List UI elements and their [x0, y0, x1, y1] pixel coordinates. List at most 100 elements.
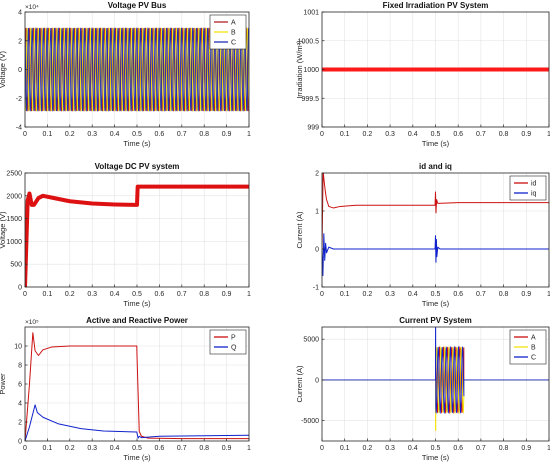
- series-line-Q: [25, 404, 249, 441]
- tick-marks: [24, 172, 250, 288]
- x-axis-label: Time (s): [422, 453, 450, 462]
- y-tick-label: 4: [18, 10, 22, 17]
- y-tick-label: 10: [14, 344, 22, 351]
- y-tick-label: 1000: [303, 67, 319, 74]
- x-axis-label: Time (s): [422, 299, 450, 308]
- x-tick-label: 0.8: [199, 445, 209, 452]
- x-tick-label: 0.8: [199, 131, 209, 138]
- legend-label-A: A: [231, 20, 236, 27]
- chart-active-reactive-power: 0 0.1 0.2 0.3 0.4 0.5 0.6 0.7 0.8 0.9 10246810Acti…: [0, 316, 251, 462]
- x-tick-label: 0.2: [363, 445, 373, 452]
- y-axis-label: Voltage (V): [0, 211, 7, 249]
- series-line: [25, 184, 249, 287]
- series-line-iq: [322, 233, 549, 277]
- x-tick-label: 0: [320, 445, 324, 452]
- y-axis-label: Current (A): [295, 211, 304, 249]
- chart-title: Active and Reactive Power: [86, 316, 188, 325]
- x-tick-label: 0.8: [499, 445, 509, 452]
- x-tick-label: 0.2: [363, 291, 373, 298]
- y-tick-label: 2: [18, 420, 22, 427]
- x-tick-label: 0.6: [155, 131, 165, 138]
- x-tick-label: 0.2: [65, 291, 75, 298]
- series-line-id: [322, 173, 549, 250]
- y-tick-label: 4: [18, 401, 22, 408]
- y-tick-label: -1: [313, 285, 319, 292]
- x-tick-label: 1: [247, 131, 251, 138]
- y-tick-label: 1000.5: [298, 38, 320, 45]
- tick-marks: [24, 345, 250, 442]
- x-tick-label: 1: [547, 131, 550, 138]
- y-tick-label: 2500: [6, 171, 22, 178]
- x-tick-label: 0.9: [521, 131, 531, 138]
- y-tick-label: 6: [18, 382, 22, 389]
- x-tick-label: 1: [247, 291, 251, 298]
- y-tick-label: 2: [18, 38, 22, 45]
- x-tick-label: 0.5: [431, 445, 441, 452]
- y-tick-label: 1500: [6, 216, 22, 223]
- x-tick-label: 0.7: [476, 445, 486, 452]
- y-tick-label: 8: [18, 363, 22, 370]
- y-tick-label: 2000: [6, 193, 22, 200]
- axis-exponent-label: ×10⁵: [25, 319, 39, 326]
- x-tick-label: 1: [547, 291, 550, 298]
- chart-fixed-irradiation: 0 0.1 0.2 0.3 0.4 0.5 0.6 0.7 0.8 0.9 1 999 999.5 100…: [295, 1, 550, 148]
- legend-label-iq: iq: [531, 191, 537, 198]
- legend: id iq: [509, 175, 547, 201]
- legend: PQ: [209, 329, 247, 355]
- legend-label-Q: Q: [231, 345, 237, 352]
- x-tick-label: 0.7: [476, 291, 486, 298]
- x-tick-label: 0.1: [43, 131, 53, 138]
- x-axis-label: Time (s): [123, 139, 151, 148]
- y-tick-label: 5000: [303, 337, 319, 344]
- x-tick-label: 0.5: [132, 445, 142, 452]
- x-tick-label: 0.1: [340, 445, 350, 452]
- chart-voltage-pv-bus: 0 0.1 0.2 0.3 0.4 0.5 0.6 0.7 0.8 0.9 1 -4 -2 0 2 4 Volt…: [0, 1, 251, 148]
- y-tick-label: 1: [315, 209, 319, 216]
- x-tick-label: 0.8: [199, 291, 209, 298]
- x-tick-label: 0.2: [363, 131, 373, 138]
- x-tick-label: 0.7: [177, 291, 187, 298]
- x-tick-label: 0.5: [431, 131, 441, 138]
- x-tick-label: 0.9: [222, 291, 232, 298]
- y-tick-label: -4: [16, 125, 22, 132]
- x-tick-label: 0.2: [65, 131, 75, 138]
- x-tick-label: 0.5: [132, 291, 142, 298]
- x-tick-label: 0.4: [110, 291, 120, 298]
- legend: ABC: [509, 329, 547, 365]
- x-tick-label: 1: [547, 445, 550, 452]
- x-tick-label: 0.6: [453, 131, 463, 138]
- x-tick-label: 0.4: [110, 131, 120, 138]
- y-axis-label: Irradiation (W/m²): [295, 40, 304, 99]
- tick-marks: [321, 172, 550, 288]
- x-tick-label: 0.1: [43, 445, 53, 452]
- x-tick-label: 0.6: [453, 291, 463, 298]
- x-tick-label: 0.6: [453, 445, 463, 452]
- tick-marks: [321, 338, 550, 441]
- y-tick-label: 0: [315, 247, 319, 254]
- x-tick-label: 0.3: [385, 291, 395, 298]
- chart-title: id and iq: [419, 162, 452, 171]
- data-layer: [322, 173, 549, 277]
- legend-label-C: C: [231, 40, 236, 47]
- y-axis-label: Power: [0, 373, 7, 395]
- x-tick-label: 0.3: [385, 131, 395, 138]
- chart-current-pv-system: 0 0.1 0.2 0.3 0.4 0.5 0.6 0.7 0.8 0.9 1 -5000 0 5000 C…: [295, 316, 550, 462]
- y-tick-label: 2: [315, 171, 319, 178]
- data-layer: [322, 327, 549, 431]
- series-line-C: [322, 327, 549, 415]
- x-tick-label: 0.9: [521, 445, 531, 452]
- x-tick-label: 0.7: [177, 445, 187, 452]
- x-tick-label: 0.9: [222, 131, 232, 138]
- series-line-B: [25, 27, 249, 112]
- chart-title: Fixed Irradiation PV System: [383, 1, 489, 10]
- x-tick-label: 0: [23, 291, 27, 298]
- x-tick-label: 0.6: [155, 445, 165, 452]
- y-tick-label: 1000: [6, 239, 22, 246]
- chart-title: Current PV System: [399, 316, 471, 325]
- axis-exponent-label: ×10⁴: [25, 4, 39, 11]
- x-axis-label: Time (s): [123, 453, 151, 462]
- legend-label-B: B: [531, 345, 536, 352]
- x-tick-label: 0.9: [521, 291, 531, 298]
- y-tick-label: 0: [315, 377, 319, 384]
- x-tick-label: 0.1: [340, 291, 350, 298]
